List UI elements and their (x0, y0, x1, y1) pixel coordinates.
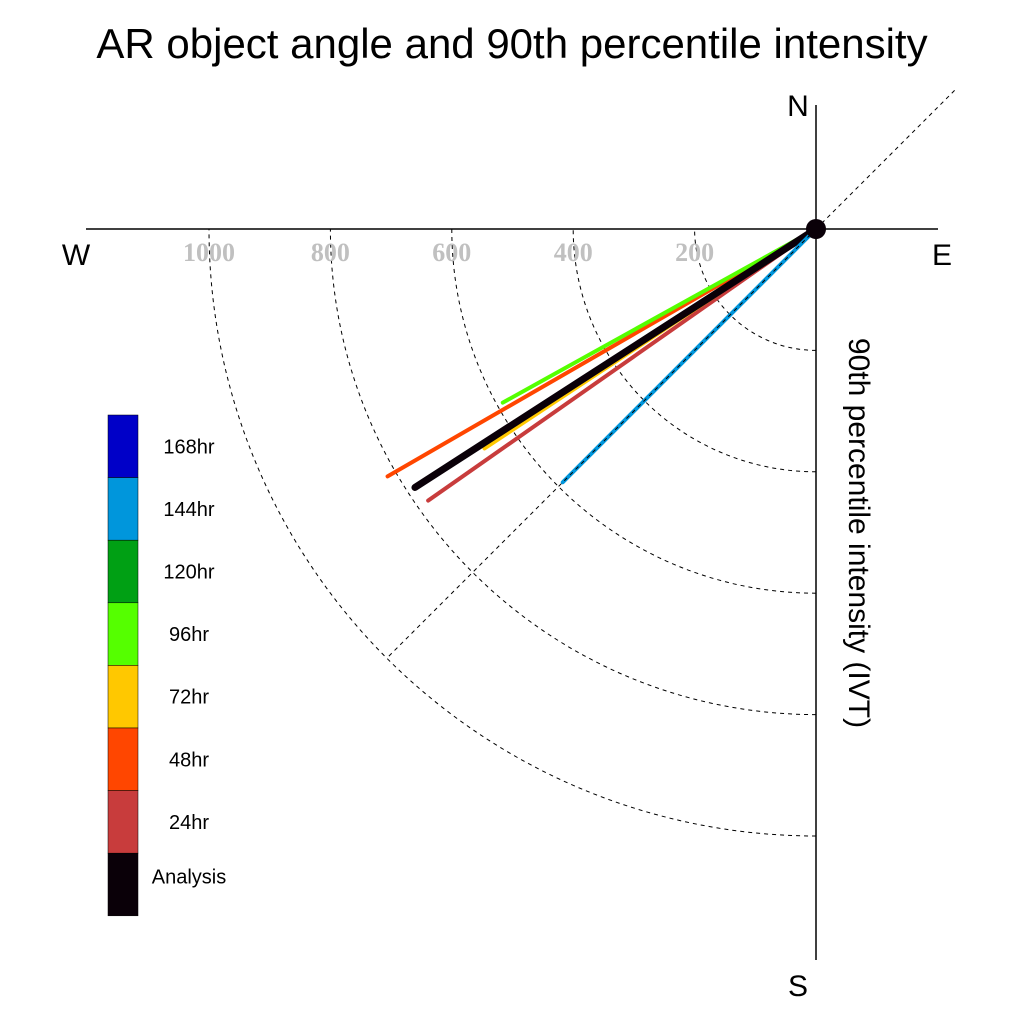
tick-label-400: 400 (554, 238, 593, 267)
legend-label-96hr: 96hr (169, 624, 209, 646)
compass-south: S (788, 970, 808, 1003)
series-vector-96hr (500, 227, 818, 405)
legend-swatch-24hr (107, 790, 139, 854)
compass-north: N (787, 90, 809, 123)
tick-label-1000: 1000 (183, 238, 235, 267)
legend-swatch-72hr (107, 665, 139, 729)
series-vector-144hr-overlay (562, 228, 817, 483)
series-vector-analysis (411, 225, 820, 491)
compass-west: W (62, 239, 91, 272)
legend-label-120hr: 120hr (163, 562, 214, 584)
legend-swatch-120hr (107, 539, 139, 604)
chart-title: AR object angle and 90th percentile inte… (96, 20, 927, 67)
legend-label-analysis: Analysis (152, 867, 226, 889)
legend-swatch-144hr (107, 477, 139, 541)
tick-label-200: 200 (675, 238, 714, 267)
legend-label-48hr: 48hr (169, 749, 209, 771)
grid-ring-200 (694, 228, 817, 351)
tick-label-600: 600 (432, 238, 471, 267)
compass-east: E (932, 239, 952, 272)
legend-swatch-48hr (107, 727, 139, 791)
reference-diagonal-ne (815, 87, 958, 230)
radial-axis-label: 90th percentile intensity (IVT) (842, 338, 875, 728)
grid-ring-1000 (208, 228, 817, 837)
reference-diagonal (386, 228, 817, 659)
legend-swatch-analysis (107, 852, 139, 917)
legend-label-72hr: 72hr (169, 687, 209, 709)
legend-swatch-96hr (107, 602, 139, 666)
legend-swatch-168hr (107, 414, 139, 478)
legend-label-168hr: 168hr (163, 436, 214, 458)
legend-label-144hr: 144hr (163, 499, 214, 521)
origin-marker (806, 219, 826, 239)
tick-label-800: 800 (311, 238, 350, 267)
grid-ring-800 (329, 228, 817, 716)
legend-label-24hr: 24hr (169, 812, 209, 834)
